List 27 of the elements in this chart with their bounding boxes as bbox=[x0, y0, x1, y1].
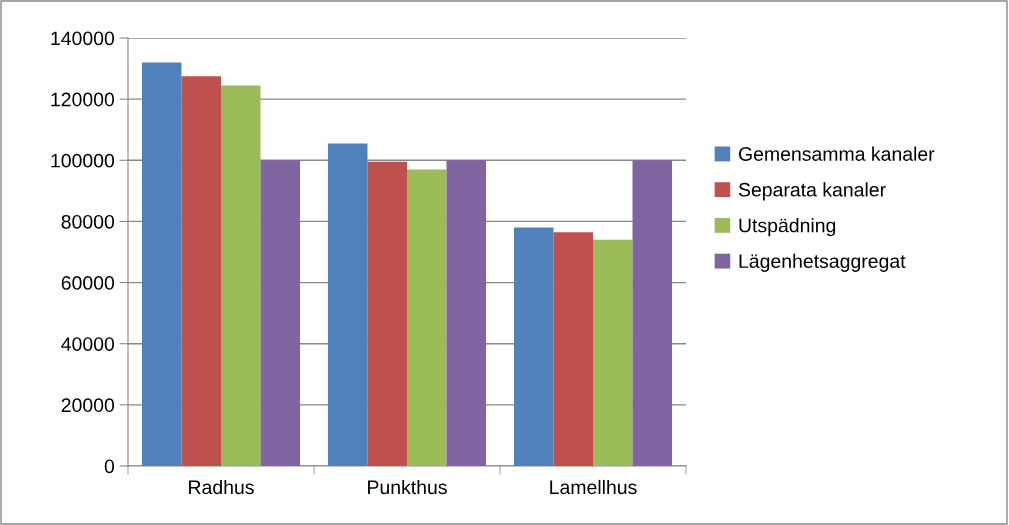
x-tick-label: Radhus bbox=[189, 479, 254, 495]
bar bbox=[181, 76, 221, 466]
y-tick-label: 60000 bbox=[61, 276, 115, 290]
bar bbox=[141, 62, 182, 466]
y-tick-label: 20000 bbox=[61, 398, 115, 413]
bar bbox=[513, 227, 554, 466]
y-tick-label: 120000 bbox=[51, 92, 115, 107]
y-tick-label: 140000 bbox=[51, 31, 115, 46]
bar bbox=[553, 232, 593, 466]
bar bbox=[260, 160, 301, 466]
bar bbox=[446, 160, 487, 466]
bar bbox=[221, 85, 261, 466]
bar bbox=[367, 161, 407, 466]
bar bbox=[632, 160, 673, 466]
y-tick-label: 0 bbox=[104, 459, 115, 474]
legend-label: Gemensamma kanaler bbox=[738, 146, 935, 161]
bar bbox=[593, 239, 633, 466]
y-tick-label: 80000 bbox=[61, 214, 115, 229]
legend-label: Utspädning bbox=[739, 218, 836, 237]
y-tick-label: 40000 bbox=[61, 337, 115, 351]
bar bbox=[327, 143, 368, 466]
bar bbox=[407, 169, 447, 466]
x-tick-label: Lamellhus bbox=[550, 479, 637, 495]
y-tick-label: 100000 bbox=[51, 153, 115, 168]
x-tick-label: Punkthus bbox=[368, 479, 447, 495]
legend-label: Separata kanaler bbox=[738, 182, 886, 201]
legend-label: Lägenhetsaggregat bbox=[739, 253, 906, 272]
